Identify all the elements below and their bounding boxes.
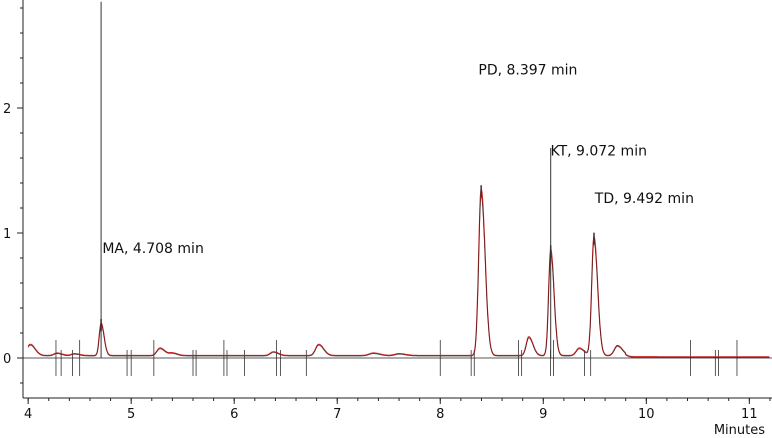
peak-annotation-label: TD, 9.492 min bbox=[594, 191, 694, 207]
x-axis-label: Minutes bbox=[714, 423, 765, 438]
y-tick-label: 2 bbox=[3, 102, 11, 117]
x-tick-label: 8 bbox=[436, 407, 444, 422]
x-axis: 4 5 6 7 8 9 10 11 bbox=[23, 397, 772, 422]
chromatogram-trace-red bbox=[27, 189, 770, 358]
x-tick-label: 6 bbox=[230, 407, 238, 422]
x-tick-label: 10 bbox=[638, 407, 655, 422]
peak-annotation-label: PD, 8.397 min bbox=[478, 62, 577, 78]
peak-annotation-label: MA, 4.708 min bbox=[102, 241, 204, 257]
x-tick-label: 5 bbox=[127, 407, 135, 422]
peak-annotation-label: KT, 9.072 min bbox=[550, 144, 646, 160]
y-tick-label: 1 bbox=[3, 227, 11, 242]
x-tick-label: 11 bbox=[741, 407, 758, 422]
peak-annotations: MA, 4.708 min PD, 8.397 min KT, 9.072 min T… bbox=[100, 1, 694, 358]
x-tick-label: 9 bbox=[539, 407, 547, 422]
x-tick-label: 7 bbox=[333, 407, 341, 422]
y-tick-label: 0 bbox=[3, 352, 11, 367]
y-axis: 0 1 2 bbox=[3, 0, 24, 398]
x-tick-label: 4 bbox=[24, 407, 32, 422]
chromatogram-traces bbox=[23, 189, 772, 359]
chromatogram-trace-black bbox=[27, 196, 770, 358]
